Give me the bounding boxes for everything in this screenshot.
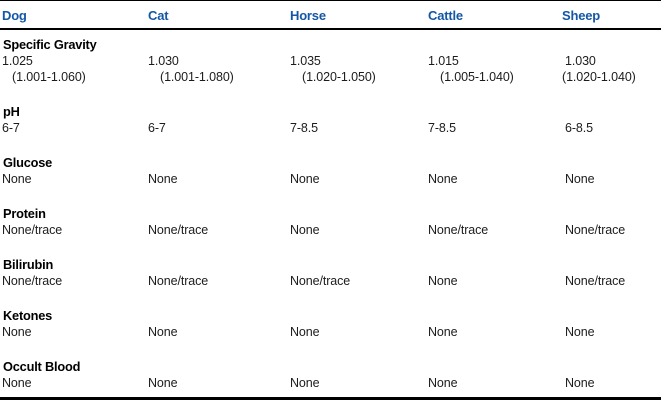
value-row: None None None None None xyxy=(0,324,661,340)
section-label: Ketones xyxy=(3,308,53,323)
section-row: Ketones xyxy=(0,289,661,324)
column-header-horse: Horse xyxy=(290,0,428,30)
table-cell: None xyxy=(428,376,458,390)
section-label: Bilirubin xyxy=(3,257,54,272)
table-cell: None xyxy=(148,376,178,390)
column-header-dog: Dog xyxy=(0,0,148,30)
table-cell: 6-7 xyxy=(2,121,20,135)
table-cell: None/trace xyxy=(2,274,63,288)
table-cell: None/trace xyxy=(148,274,209,288)
value-row: (1.001-1.060) (1.001-1.080) (1.020-1.050) (… xyxy=(0,69,661,85)
table-cell: None xyxy=(428,325,458,339)
table-cell: None xyxy=(148,172,178,186)
section-row: Bilirubin xyxy=(0,238,661,273)
table-cell: (1.020-1.040) xyxy=(562,70,636,84)
section-row: pH xyxy=(0,85,661,120)
table-body: Specific Gravity 1.025 1.030 1.035 1.015 1.03… xyxy=(0,29,661,391)
table-header: Dog Cat Horse Cattle Sheep xyxy=(0,0,661,30)
table-cell: None xyxy=(2,325,32,339)
table-cell: 1.030 xyxy=(565,54,596,68)
section-label: Specific Gravity xyxy=(3,37,97,52)
table-cell: None/trace xyxy=(2,223,63,237)
table-cell: None xyxy=(2,376,32,390)
column-header-cattle: Cattle xyxy=(428,0,562,30)
table-cell: 1.030 xyxy=(148,54,179,68)
table-cell: None xyxy=(290,223,320,237)
value-row: None/trace None/trace None/trace None None/t… xyxy=(0,273,661,289)
section-label: Occult Blood xyxy=(3,359,81,374)
table-cell: 1.035 xyxy=(290,54,321,68)
table-cell: 6-7 xyxy=(148,121,166,135)
table-cell: None xyxy=(565,325,595,339)
table-cell: None/trace xyxy=(565,223,626,237)
table-cell: None xyxy=(565,172,595,186)
table-cell: None/trace xyxy=(148,223,209,237)
table-cell: (1.001-1.080) xyxy=(160,70,234,84)
value-row: None None None None None xyxy=(0,375,661,391)
table-cell: 1.025 xyxy=(2,54,33,68)
column-header-cat: Cat xyxy=(148,0,290,30)
table-cell: None/trace xyxy=(565,274,626,288)
section-label: Glucose xyxy=(3,155,53,170)
column-header-row: Dog Cat Horse Cattle Sheep xyxy=(0,0,661,30)
value-row: None/trace None/trace None None/trace None/t… xyxy=(0,222,661,238)
table-cell: None xyxy=(565,376,595,390)
value-row: 6-7 6-7 7-8.5 7-8.5 6-8.5 xyxy=(0,120,661,136)
section-label: Protein xyxy=(3,206,46,221)
table-cell: (1.001-1.060) xyxy=(12,70,86,84)
table-cell: 1.015 xyxy=(428,54,459,68)
section-row: Glucose xyxy=(0,136,661,171)
table-cell: None xyxy=(148,325,178,339)
table-cell: None xyxy=(428,172,458,186)
table-cell: None/trace xyxy=(290,274,351,288)
section-row: Protein xyxy=(0,187,661,222)
table-cell: 6-8.5 xyxy=(565,121,593,135)
value-row: 1.025 1.030 1.035 1.015 1.030 xyxy=(0,53,661,69)
species-urinalysis-reference-table: Dog Cat Horse Cattle Sheep Specific Gravity 1… xyxy=(0,0,661,391)
section-row: Specific Gravity xyxy=(0,29,661,53)
table-cell: 7-8.5 xyxy=(290,121,318,135)
value-row: None None None None None xyxy=(0,171,661,187)
section-label: pH xyxy=(3,104,20,119)
table-cell: None/trace xyxy=(428,223,489,237)
table-cell: (1.020-1.050) xyxy=(302,70,376,84)
table-cell: 7-8.5 xyxy=(428,121,456,135)
table-cell: None xyxy=(290,376,320,390)
column-header-sheep: Sheep xyxy=(562,0,661,30)
table-cell: (1.005-1.040) xyxy=(440,70,514,84)
table-cell: None xyxy=(428,274,458,288)
section-row: Occult Blood xyxy=(0,340,661,375)
table-cell: None xyxy=(290,325,320,339)
table-cell: None xyxy=(2,172,32,186)
table-cell: None xyxy=(290,172,320,186)
